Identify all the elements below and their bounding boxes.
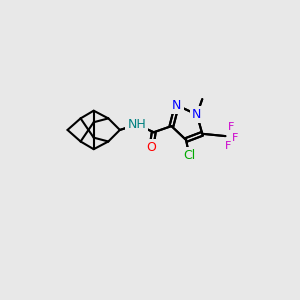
Text: N: N	[172, 99, 182, 112]
Text: Cl: Cl	[183, 149, 195, 162]
Text: N: N	[192, 108, 202, 121]
Text: O: O	[146, 141, 156, 154]
Text: F: F	[231, 133, 238, 142]
Text: NH: NH	[128, 118, 146, 131]
Text: F: F	[228, 122, 234, 132]
Text: F: F	[224, 141, 231, 151]
